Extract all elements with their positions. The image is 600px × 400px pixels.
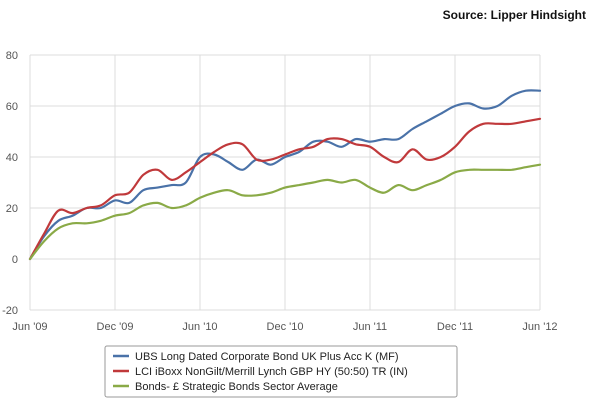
y-tick-label: 20: [6, 203, 18, 215]
series-line-1: [28, 89, 542, 261]
x-tick-label: Jun '10: [182, 321, 217, 333]
legend-entry-label: Bonds- £ Strategic Bonds Sector Average: [135, 381, 338, 393]
y-tick-label: 80: [6, 50, 18, 62]
x-tick-label: Jun '12: [522, 321, 557, 333]
y-tick-label: 0: [12, 254, 18, 266]
y-tick-label: -20: [2, 305, 18, 317]
x-axis-ticks: Jun '09 Dec '09 Jun '10 Dec '10 Jun '11 Dec '…: [12, 321, 557, 333]
x-tick-label: Dec '10: [267, 321, 304, 333]
source-label: Source: Lipper Hindsight: [442, 8, 586, 22]
y-tick-label: 60: [6, 101, 18, 113]
x-tick-label: Jun '11: [353, 321, 387, 333]
x-tick-label: Dec '09: [97, 321, 134, 333]
legend-entry-label: UBS Long Dated Corporate Bond UK Plus Ac…: [135, 351, 399, 363]
legend-entry-label: LCI iBoxx NonGilt/Merrill Lynch GBP HY (…: [135, 366, 408, 378]
x-tick-label: Dec '11: [437, 321, 473, 333]
series-line-2: [28, 117, 542, 261]
y-tick-label: 40: [6, 152, 18, 164]
series-line-3: [28, 163, 542, 261]
legend-box: [104, 345, 458, 398]
y-axis-ticks: 80 60 40 20 0 -20: [2, 50, 18, 317]
grid-lines: [29, 54, 541, 311]
series-lines: [28, 89, 542, 261]
x-tick-label: Jun '09: [12, 321, 47, 333]
legend: UBS Long Dated Corporate Bond UK Plus Ac…: [104, 345, 458, 398]
